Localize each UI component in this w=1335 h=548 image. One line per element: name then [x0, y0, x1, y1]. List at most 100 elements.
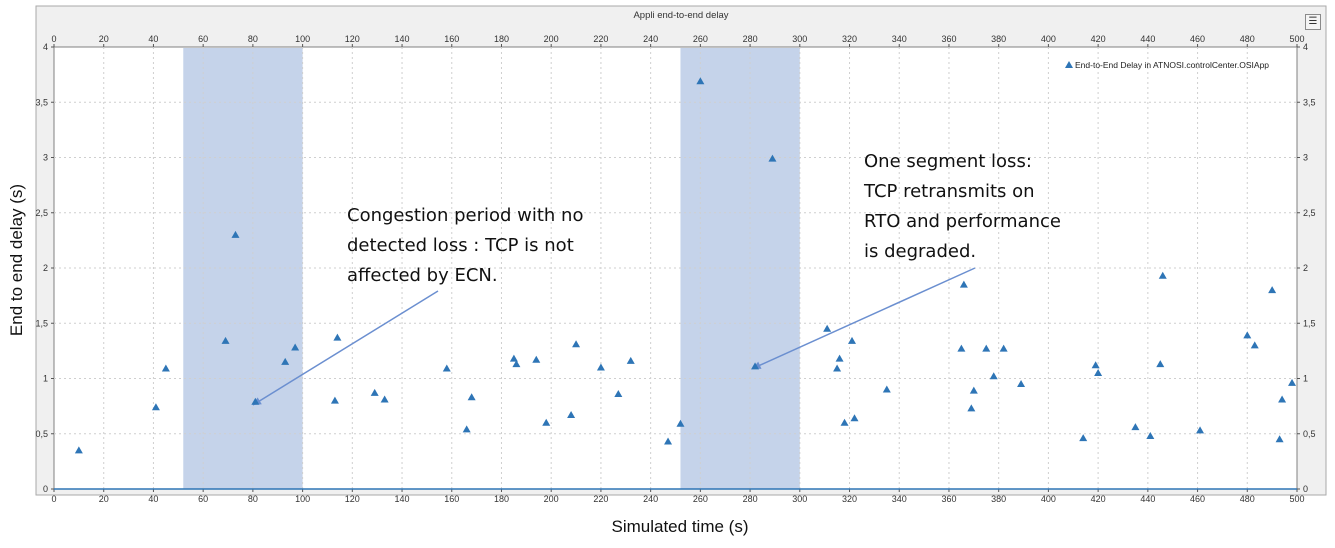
- x-tick-label-top: 160: [444, 34, 459, 44]
- annotation-text-line: One segment loss:: [864, 151, 1032, 172]
- x-tick-label: 20: [99, 494, 109, 504]
- data-point: [231, 230, 240, 238]
- x-tick-label: 0: [51, 494, 56, 504]
- x-tick-label-top: 120: [345, 34, 360, 44]
- x-tick-label: 300: [792, 494, 807, 504]
- x-tick-label-top: 200: [544, 34, 559, 44]
- legend-toggle-button[interactable]: ☰: [1305, 14, 1321, 30]
- data-point: [1146, 431, 1155, 439]
- data-point: [1091, 361, 1100, 369]
- data-point: [1196, 426, 1205, 434]
- x-tick-label: 500: [1289, 494, 1304, 504]
- data-point: [596, 363, 605, 371]
- x-tick-label: 120: [345, 494, 360, 504]
- annotation-text-line: detected loss : TCP is not: [347, 235, 574, 256]
- x-tick-label-top: 500: [1289, 34, 1304, 44]
- x-tick-label-top: 60: [198, 34, 208, 44]
- data-point: [696, 77, 705, 85]
- data-point: [567, 410, 576, 418]
- annotation-1: Congestion period with no detected loss :…: [252, 205, 583, 406]
- y-tick-label-right: 4: [1303, 42, 1308, 52]
- x-tick-label: 360: [941, 494, 956, 504]
- y-tick-label-right: 1: [1303, 374, 1308, 384]
- x-tick-label-top: 480: [1240, 34, 1255, 44]
- data-point: [532, 355, 541, 363]
- x-tick-label: 200: [544, 494, 559, 504]
- data-point: [221, 336, 230, 344]
- x-tick-label-top: 80: [248, 34, 258, 44]
- y-tick-label-right: 2,5: [1303, 208, 1316, 218]
- data-point: [1158, 271, 1167, 279]
- data-point: [989, 372, 998, 380]
- data-point: [467, 393, 476, 401]
- data-point: [768, 154, 777, 162]
- x-tick-label-top: 380: [991, 34, 1006, 44]
- y-tick-label: 2: [43, 263, 48, 273]
- data-point: [1243, 331, 1252, 339]
- y-tick-label: 1,5: [35, 318, 48, 328]
- data-point: [509, 354, 518, 362]
- data-point: [967, 404, 976, 412]
- y-tick-label: 3,5: [35, 97, 48, 107]
- data-point: [1278, 395, 1287, 403]
- x-tick-label: 160: [444, 494, 459, 504]
- data-point: [512, 360, 521, 368]
- y-tick-label-right: 3,5: [1303, 97, 1316, 107]
- annotation-text-line: Congestion period with no: [347, 205, 583, 226]
- y-tick-label: 2,5: [35, 208, 48, 218]
- x-tick-label: 280: [743, 494, 758, 504]
- legend-entry: End-to-End Delay in ATNOSI.controlCenter…: [1075, 60, 1269, 70]
- legend: End-to-End Delay in ATNOSI.controlCenter…: [1065, 60, 1269, 70]
- data-point: [370, 388, 379, 396]
- x-tick-label-top: 240: [643, 34, 658, 44]
- data-point: [850, 414, 859, 422]
- y-axis-label: End to end delay (s): [7, 184, 26, 336]
- data-point: [751, 362, 760, 370]
- y-tick-label: 3: [43, 153, 48, 163]
- y-tick-label-right: 2: [1303, 263, 1308, 273]
- y-tick-label-right: 0: [1303, 484, 1308, 494]
- x-tick-label: 60: [198, 494, 208, 504]
- data-point: [676, 419, 685, 427]
- data-point: [823, 324, 832, 332]
- annotation-arrow: [252, 290, 439, 406]
- data-point: [957, 344, 966, 352]
- data-point: [882, 385, 891, 393]
- x-tick-label: 420: [1091, 494, 1106, 504]
- data-point: [1017, 380, 1026, 388]
- x-tick-label-top: 220: [593, 34, 608, 44]
- x-tick-label-top: 40: [148, 34, 158, 44]
- x-tick-label-top: 360: [941, 34, 956, 44]
- x-tick-label: 40: [148, 494, 158, 504]
- data-point: [161, 364, 170, 372]
- list-icon: ☰: [1308, 16, 1318, 27]
- x-tick-label: 400: [1041, 494, 1056, 504]
- x-tick-label: 380: [991, 494, 1006, 504]
- x-tick-label-top: 340: [892, 34, 907, 44]
- x-tick-label: 140: [395, 494, 410, 504]
- x-tick-label-top: 460: [1190, 34, 1205, 44]
- annotation-text-line: affected by ECN.: [347, 265, 498, 286]
- data-point: [380, 395, 389, 403]
- x-tick-label-top: 100: [295, 34, 310, 44]
- annotation-arrow: [752, 267, 976, 370]
- y-tick-label-right: 0,5: [1303, 429, 1316, 439]
- data-point: [969, 386, 978, 394]
- annotation-2: One segment loss: TCP retransmits on RTO a…: [752, 151, 1061, 370]
- x-tick-label-top: 0: [51, 34, 56, 44]
- data-point: [840, 418, 849, 426]
- data-point: [462, 425, 471, 433]
- x-tick-label: 260: [693, 494, 708, 504]
- data-point: [835, 354, 844, 362]
- x-tick-label: 180: [494, 494, 509, 504]
- x-tick-label-top: 180: [494, 34, 509, 44]
- data-point: [1250, 341, 1259, 349]
- y-tick-label-right: 1,5: [1303, 318, 1316, 328]
- data-point: [542, 418, 551, 426]
- annotation-text-line: is degraded.: [864, 241, 976, 262]
- data-point: [330, 396, 339, 404]
- data-point: [664, 437, 673, 445]
- x-tick-label: 80: [248, 494, 258, 504]
- y-tick-label: 1: [43, 374, 48, 384]
- x-tick-label-top: 260: [693, 34, 708, 44]
